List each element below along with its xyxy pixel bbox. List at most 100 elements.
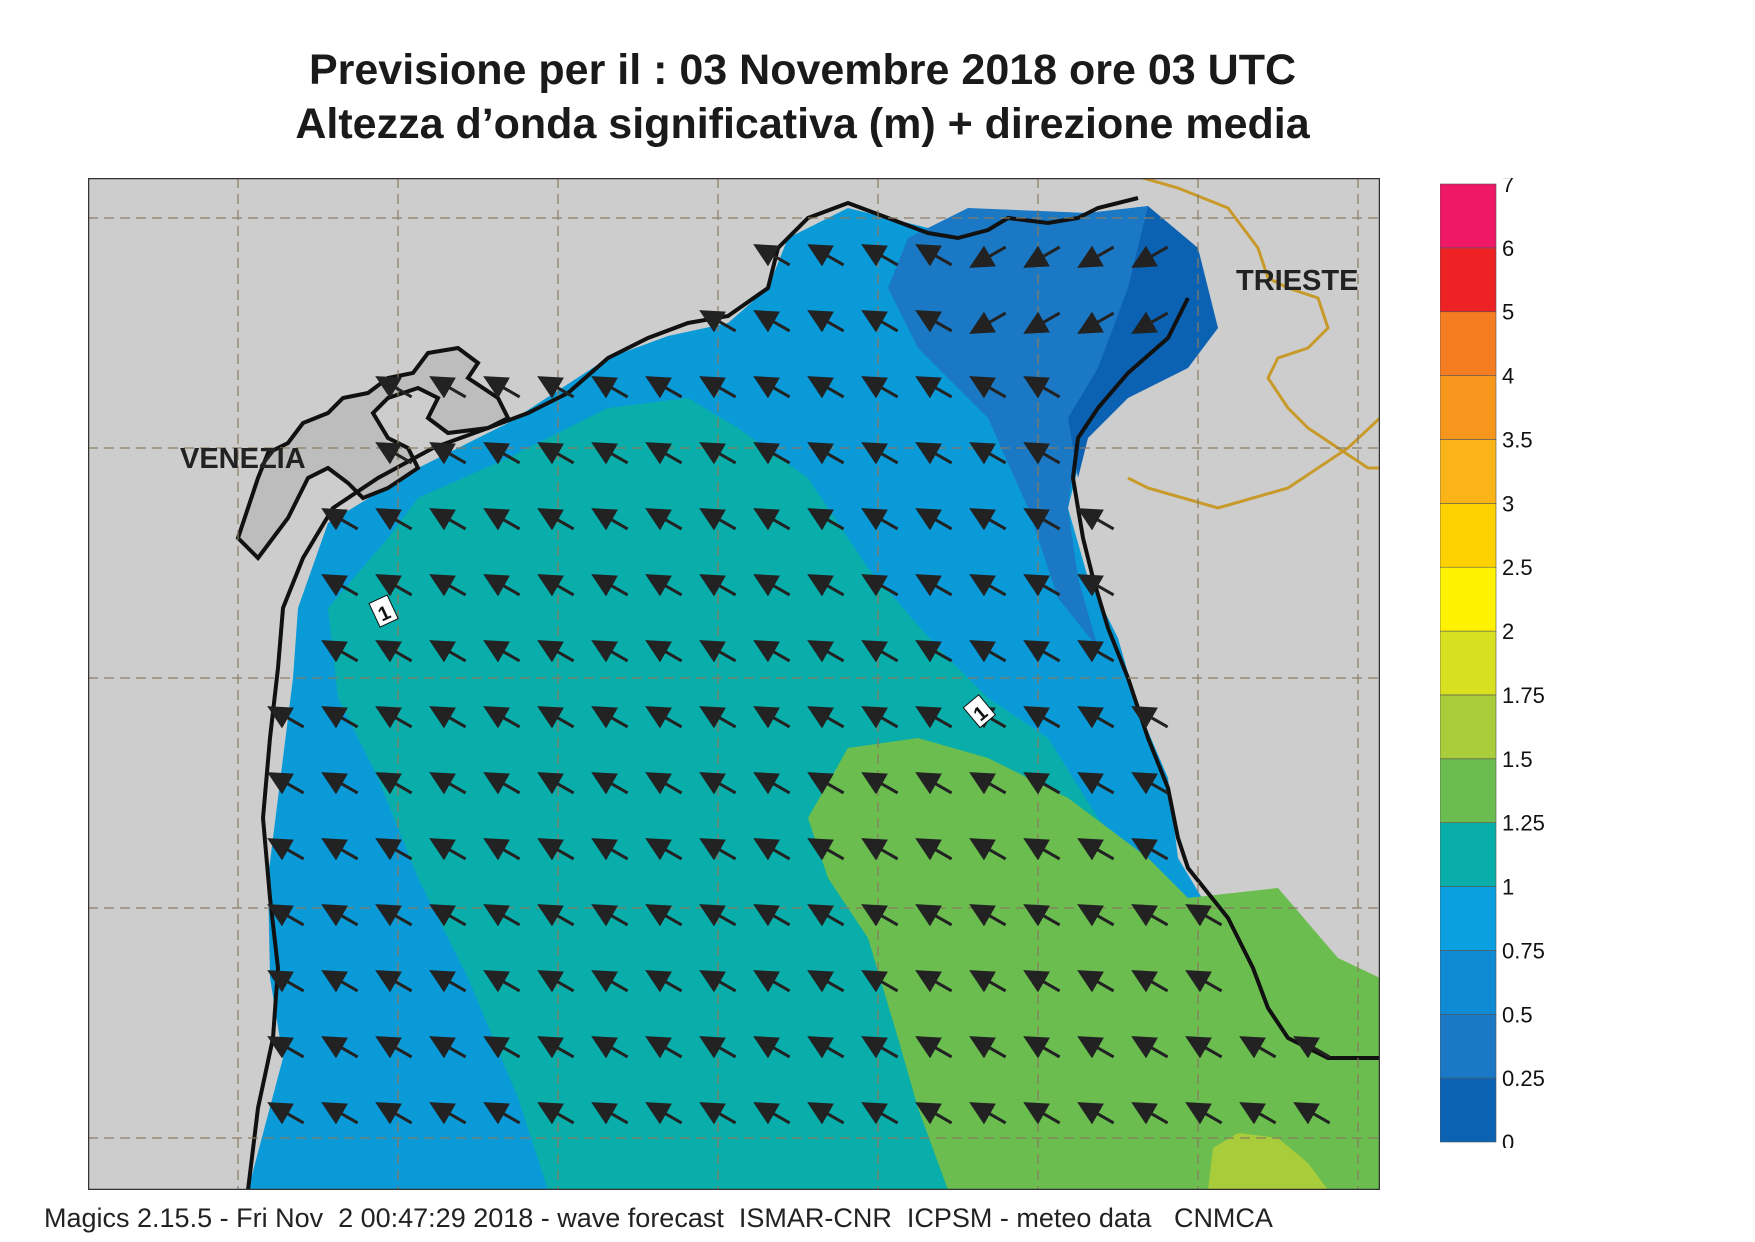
wave-arrow [267,838,305,861]
wave-arrow [645,1036,683,1059]
wave-arrow [1077,311,1115,334]
wave-arrow [915,574,953,597]
wave-arrow [699,772,737,795]
wave-arrow [1023,904,1061,927]
wave-arrow [969,970,1007,993]
legend-label: 3 [1502,491,1514,516]
wave-arrow [645,640,683,663]
city-label-venezia: VENEZIA [180,443,306,475]
wave-arrow [1023,1036,1061,1059]
wave-arrow [267,970,305,993]
wave-arrow [537,772,575,795]
wave-arrow [915,640,953,663]
wave-arrow [807,508,845,531]
wave-arrow [915,772,953,795]
wave-arrow [591,772,629,795]
wave-arrow [753,574,791,597]
legend-swatch [1440,694,1497,760]
wave-arrow [537,1102,575,1125]
legend-swatch [1440,822,1497,887]
wave-arrow [699,574,737,597]
color-legend: 0 0.25 0.5 0.75 1 1.25 1.5 1.75 2 2.5 3 3.5 4 5 6 7 [1440,178,1545,1148]
wave-arrow [1185,970,1223,993]
venezia-lagoon [235,345,511,562]
wave-arrow [483,376,521,399]
wave-arrow [915,1102,953,1125]
wave-arrow [429,508,467,531]
wave-arrow [591,1102,629,1125]
coastline-west [246,196,1139,1190]
wave-arrow [861,508,899,531]
wave-arrow [375,904,413,927]
wave-arrow [1185,1036,1223,1059]
wave-arrow [1023,508,1061,531]
wave-arrow [807,706,845,729]
wave-arrow [1131,838,1169,861]
wave-arrow [1023,311,1061,334]
wave-arrow [1023,1102,1061,1125]
footer-credits: Magics 2.15.5 - Fri Nov 2 00:47:29 2018 … [44,1203,1273,1233]
wave-arrow [483,1036,521,1059]
wave-arrow [483,838,521,861]
wave-arrow [591,640,629,663]
contour-label-1a: 1 [368,594,399,628]
wave-direction-arrows [267,244,1331,1125]
wave-arrow [861,706,899,729]
wave-arrow [645,706,683,729]
wave-arrow [429,640,467,663]
wave-arrow [915,838,953,861]
wave-arrow [537,904,575,927]
wave-arrow [807,574,845,597]
wave-arrow [861,310,899,333]
legend-swatch [1440,630,1497,696]
wave-arrow [753,772,791,795]
legend-swatch [1440,886,1497,951]
wave-arrow [645,772,683,795]
wave-arrow [699,376,737,399]
wave-arrow [429,904,467,927]
legend-label: 6 [1502,236,1514,261]
wave-arrow [699,640,737,663]
wave-arrow [483,970,521,993]
legend-label: 2.5 [1502,555,1533,580]
legend-swatch [1440,758,1497,823]
legend-swatch [1440,247,1497,313]
legend-label: 2 [1502,619,1514,644]
wave-arrow [1077,970,1115,993]
wave-arrow [1185,904,1223,927]
wave-arrow [969,245,1007,268]
wave-arrow [699,838,737,861]
wave-arrow [537,640,575,663]
wave-arrow [807,970,845,993]
wave-arrow [429,706,467,729]
wave-arrow [969,1036,1007,1059]
map-title: Previsione per il : 03 Novembre 2018 ore… [308,46,1297,94]
wave-arrow [321,574,359,597]
wave-arrow [969,640,1007,663]
legend-swatch [1440,375,1497,440]
wave-arrow [645,838,683,861]
wave-arrow [483,706,521,729]
wave-arrow [969,311,1007,334]
wave-arrow [1239,1102,1277,1125]
wave-arrow [429,376,467,399]
wave-arrow [483,508,521,531]
wave-arrow [915,310,953,333]
wave-arrow [861,838,899,861]
wave-arrow [591,838,629,861]
wave-arrow [753,244,791,267]
legend-label: 0.25 [1502,1066,1545,1091]
wave-arrow [1077,245,1115,268]
wave-arrow [1023,245,1061,268]
wave-arrow [429,1036,467,1059]
wave-arrow [267,1036,305,1059]
wave-arrow [591,574,629,597]
wave-height-map: VENEZIA TRIESTE 1 1 [88,178,1380,1190]
wave-arrow [1131,1036,1169,1059]
wave-arrow [375,706,413,729]
wave-arrow [807,244,845,267]
wave-arrow [321,640,359,663]
wave-arrow [321,706,359,729]
wave-arrow [753,640,791,663]
wave-arrow [537,574,575,597]
